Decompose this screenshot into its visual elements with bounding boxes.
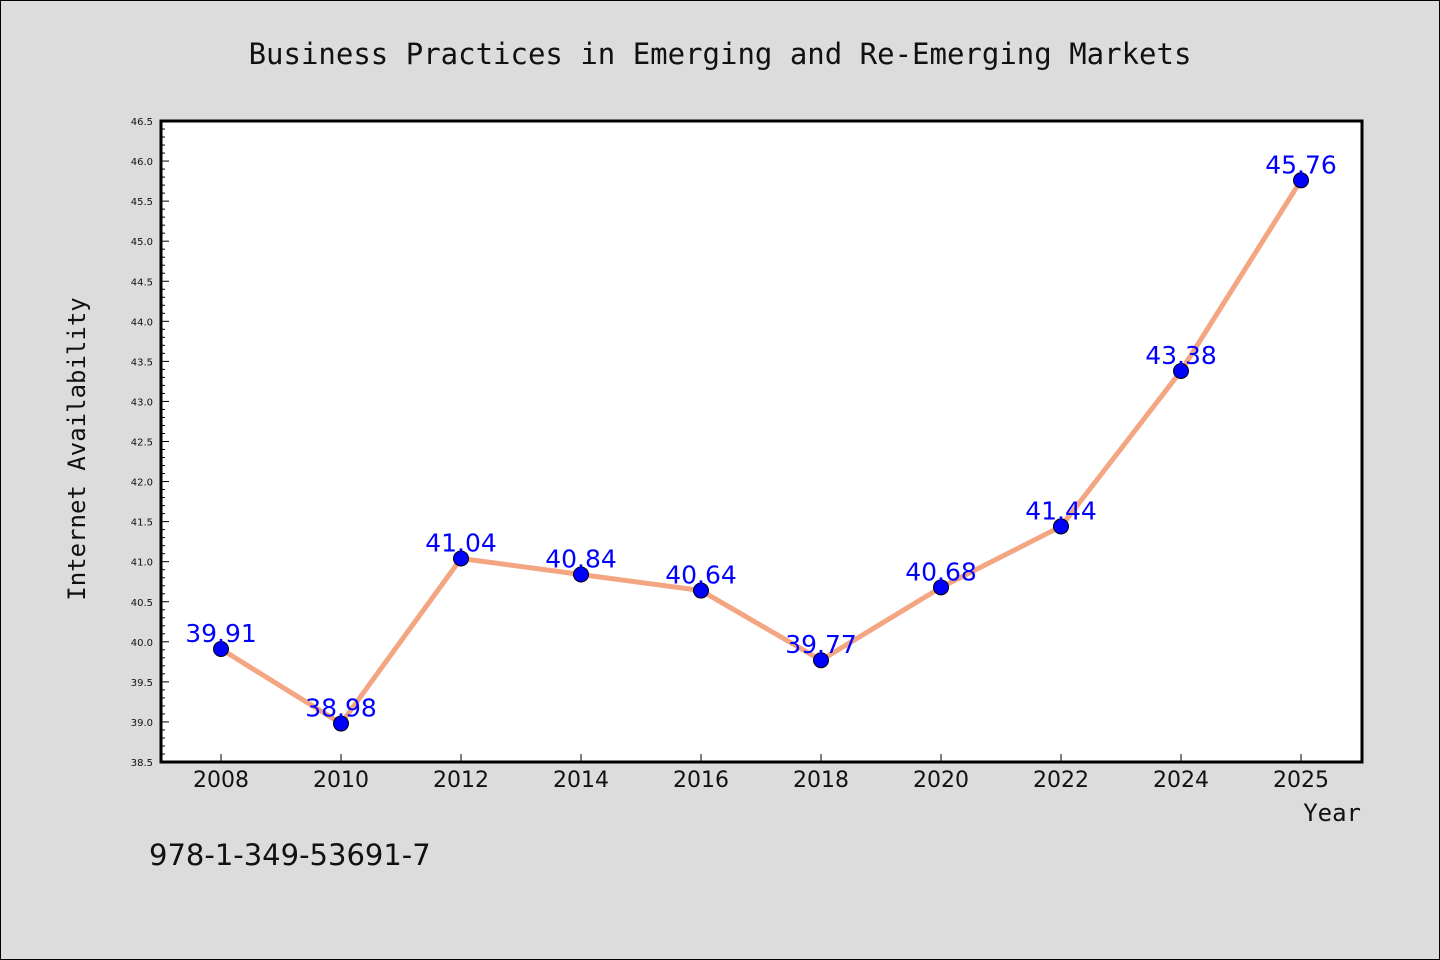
data-point [213, 641, 229, 658]
y-tick-label: 45.5 [131, 197, 153, 208]
series-group [213, 172, 1309, 732]
y-axis-label: Internet Availability [63, 297, 91, 600]
data-label: 45.76 [1265, 150, 1337, 179]
y-tick-label: 46.5 [131, 117, 153, 128]
y-tick-label: 38.5 [131, 758, 153, 769]
y-tick-label: 42.0 [131, 478, 153, 489]
isbn-text: 978-1-349-53691-7 [149, 838, 431, 872]
y-tick-label: 45.0 [131, 237, 153, 248]
x-tick-label: 2012 [433, 768, 489, 793]
y-tick-label: 46.0 [131, 157, 153, 168]
y-tick-label: 39.5 [131, 678, 153, 689]
x-tick-label: 2025 [1273, 768, 1329, 793]
x-tick-label: 2014 [553, 768, 609, 793]
x-tick-label: 2016 [673, 768, 729, 793]
data-label: 40.68 [905, 557, 977, 586]
data-point [1293, 172, 1309, 189]
chart-title: Business Practices in Emerging and Re-Em… [249, 37, 1192, 71]
data-label: 41.44 [1025, 496, 1097, 525]
y-tick-label: 44.5 [131, 277, 153, 288]
x-axis-label: Year [1303, 799, 1361, 827]
data-point [813, 652, 829, 669]
y-tick-label: 41.5 [131, 518, 153, 529]
data-point [933, 579, 949, 596]
plot-area [159, 119, 1364, 764]
data-labels-group: 39.91 38.98 41.04 40.84 40.64 39.77 40.68 41.44… [185, 150, 1337, 722]
x-tick-label: 2022 [1033, 768, 1089, 793]
data-point [1173, 362, 1189, 379]
y-tick-label: 43.5 [131, 357, 153, 368]
x-tick-label: 2010 [313, 768, 369, 793]
data-label: 38.98 [305, 694, 377, 723]
y-tick-label: 40.0 [131, 638, 153, 649]
y-tick-label: 40.5 [131, 598, 153, 609]
x-axis: 2008 2010 2012 2014 2016 2018 2020 2022 2024 2025 [193, 754, 1329, 793]
y-tick-label: 44.0 [131, 317, 153, 328]
data-point [693, 582, 709, 599]
y-tick-label: 42.5 [131, 438, 153, 449]
x-tick-label: 2008 [193, 768, 249, 793]
data-label: 40.64 [665, 561, 737, 590]
y-tick-label: 39.0 [131, 718, 153, 729]
data-label: 40.84 [545, 545, 617, 574]
data-label: 39.91 [185, 619, 257, 648]
x-tick-label: 2024 [1153, 768, 1209, 793]
y-axis: 38.5 39.0 39.5 40.0 40.5 41.0 41.5 42.0 42.5 43.0… [131, 117, 169, 769]
y-tick-label: 41.0 [131, 558, 153, 569]
data-point [453, 550, 469, 567]
data-label: 41.04 [425, 528, 497, 557]
x-tick-label: 2020 [913, 768, 969, 793]
data-label: 39.77 [785, 630, 857, 659]
data-point [573, 566, 589, 583]
y-tick-label: 43.0 [131, 397, 153, 408]
data-point [1053, 518, 1069, 535]
series-line [218, 177, 1304, 727]
data-point [333, 715, 349, 732]
data-label: 43.38 [1145, 341, 1217, 370]
x-tick-label: 2018 [793, 768, 849, 793]
